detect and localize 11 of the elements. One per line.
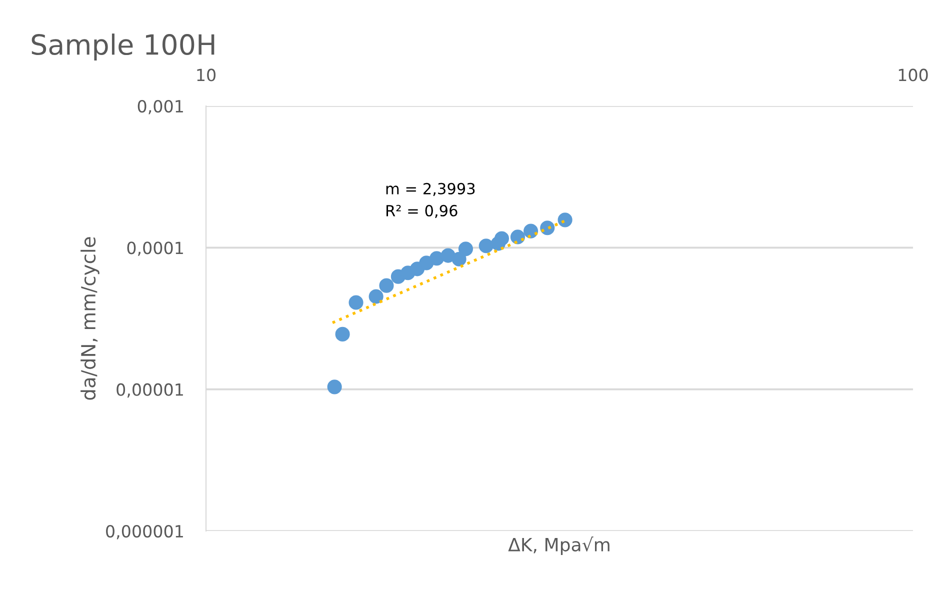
annotation: R² = 0,96	[386, 204, 458, 218]
y-tick-label: 0,00001	[116, 383, 183, 398]
x-tick-label: 10	[197, 68, 216, 82]
y-tick-label: 0,000001	[106, 524, 183, 540]
y-tick-label: 0,001	[138, 100, 183, 114]
x-tick-label: 100	[898, 68, 928, 82]
y-tick-label: 0,0001	[127, 242, 183, 256]
annotation: m = 2,3993	[386, 182, 475, 196]
y-axis-title: da/dN, mm/cycle	[80, 237, 100, 400]
chart-title: Sample 100H	[32, 34, 214, 60]
x-axis-title: ΔK, Mpa√m	[508, 536, 610, 555]
